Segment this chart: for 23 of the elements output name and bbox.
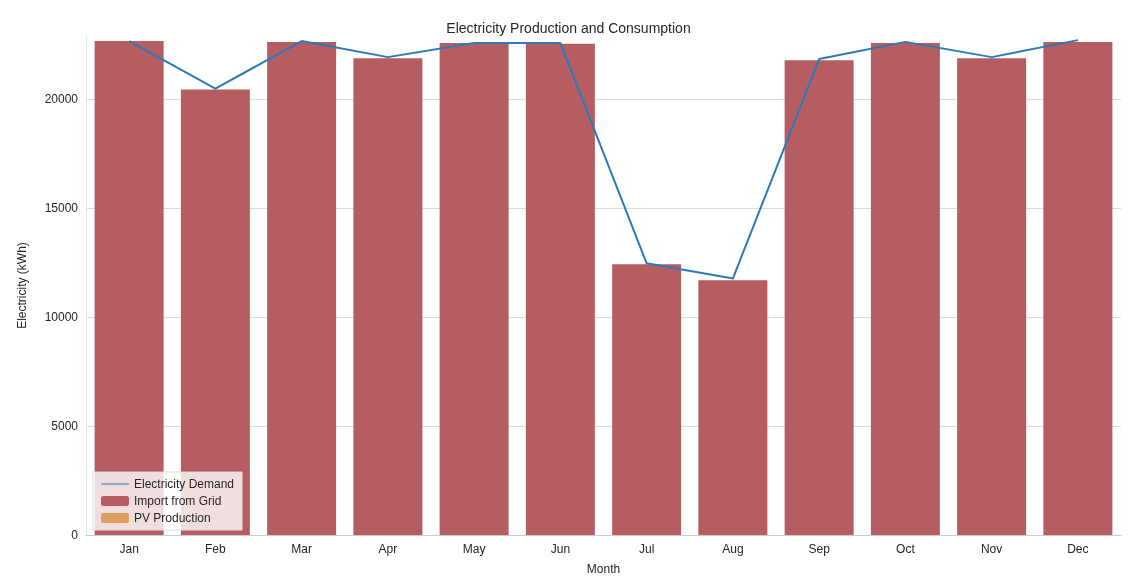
y-tick-label: 15000	[44, 201, 79, 216]
y-axis-title: Electricity (kWh)	[15, 242, 29, 329]
chart-title: Electricity Production and Consumption	[446, 20, 691, 36]
legend-label: Import from Grid	[134, 494, 222, 508]
y-tick-label: 20000	[44, 92, 79, 107]
x-tick-label: Jun	[550, 542, 571, 556]
x-tick-label: Feb	[205, 542, 227, 556]
y-tick-label: 0	[71, 528, 79, 542]
y-tick-label: 10000	[44, 310, 79, 325]
x-tick-label: Jul	[638, 542, 655, 556]
x-tick-label: Dec	[1067, 542, 1089, 556]
x-tick-label: Nov	[980, 542, 1003, 556]
x-axis-title: Month	[586, 562, 621, 576]
x-tick-label: Apr	[378, 542, 398, 556]
x-tick-label: Aug	[722, 542, 744, 556]
x-tick-label: Mar	[291, 542, 312, 556]
x-tick-label: Oct	[896, 542, 916, 556]
x-tick-label: Sep	[808, 542, 831, 556]
legend-label: Electricity Demand	[134, 477, 235, 491]
x-tick-label: May	[462, 542, 486, 556]
legend-label: PV Production	[134, 511, 211, 525]
y-tick-label: 5000	[51, 419, 79, 434]
x-tick-label: Jan	[119, 542, 139, 556]
